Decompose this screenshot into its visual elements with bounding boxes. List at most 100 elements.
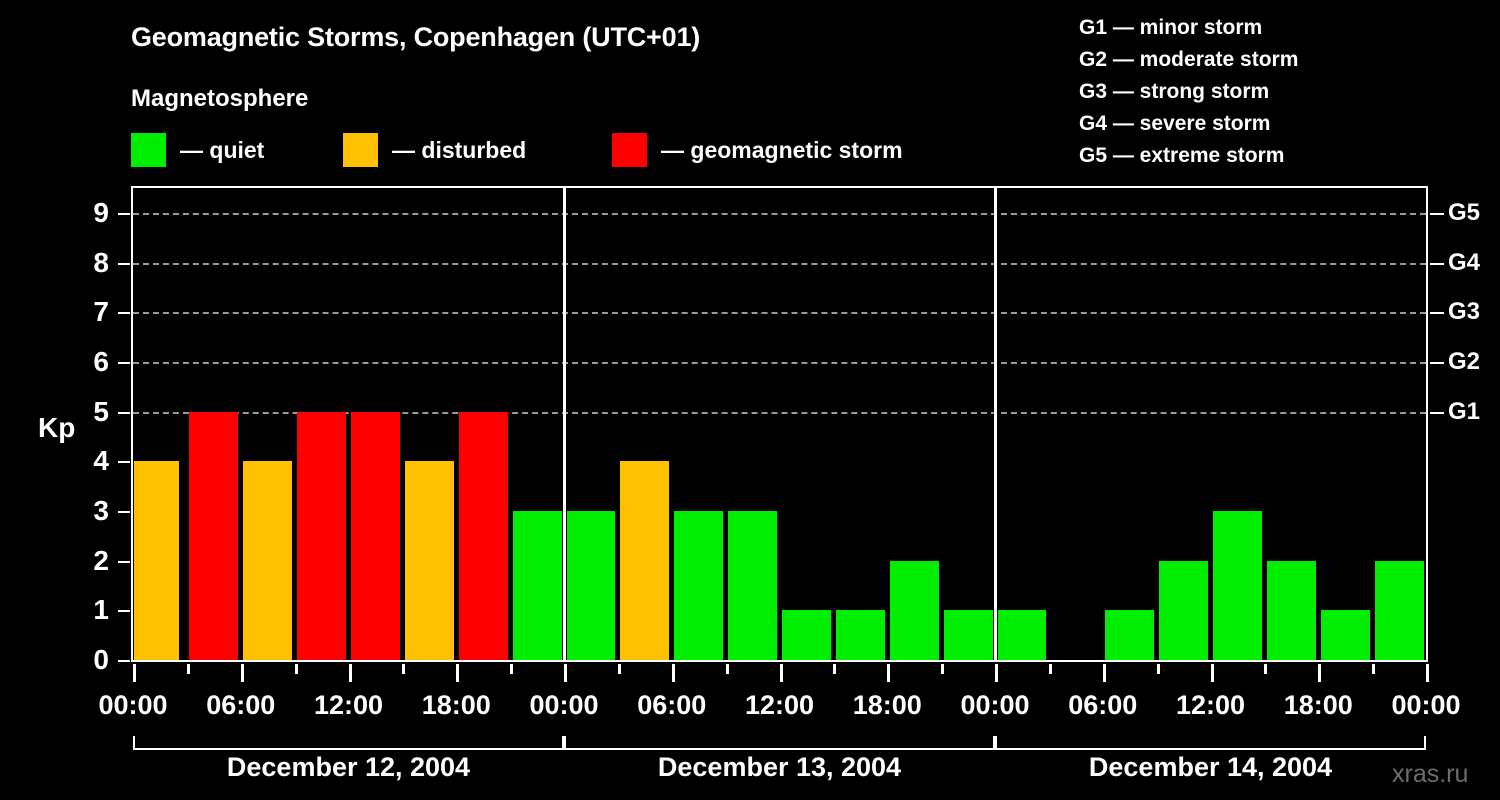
- x-tick-mark-11: [1318, 664, 1322, 682]
- y-tick-label-1: 1: [93, 594, 109, 626]
- x-tick-mark-2: [348, 664, 352, 682]
- x-tick-label-5: 06:00: [637, 690, 707, 720]
- y-tick-mark-1: [118, 610, 130, 613]
- right-tick-mark-G3: [1430, 312, 1444, 315]
- x-tick-mark-1: [240, 664, 244, 682]
- x-tick-mark-8: [995, 664, 998, 682]
- legend-swatch-geomagnetic-storm: [612, 133, 647, 167]
- right-tick-label-G5: G5: [1448, 198, 1481, 226]
- bar-kp-20: [1213, 510, 1262, 660]
- gscale-row-1: G1 — minor storm: [1079, 16, 1263, 39]
- y-tick-mark-8: [118, 262, 130, 265]
- bar-kp-8: [566, 510, 616, 660]
- legend-swatch-quiet: [131, 133, 166, 167]
- day-label-1: December 12, 2004: [226, 752, 471, 782]
- right-tick-mark-G1: [1430, 411, 1444, 414]
- x-tick-label-7: 18:00: [852, 690, 922, 720]
- bar-kp-3: [297, 411, 346, 660]
- right-tick-label-G2: G2: [1448, 347, 1481, 375]
- x-tick-mark-3: [456, 664, 460, 682]
- x-tick-minor-1: [186, 664, 190, 674]
- bar-kp-11: [728, 510, 777, 660]
- y-tick-label-7: 7: [93, 296, 109, 328]
- legend-entry-quiet: — quiet: [131, 132, 264, 168]
- right-tick-label-G3: G3: [1448, 298, 1481, 326]
- watermark: xras.ru: [1392, 760, 1469, 788]
- x-tick-mark-9: [1102, 664, 1106, 682]
- day-separator-2: [993, 188, 997, 660]
- legend-label-geomagnetic-storm: — geomagnetic storm: [661, 136, 903, 163]
- y-tick-mark-5: [118, 411, 130, 414]
- legend-entry-geomagnetic-storm: — geomagnetic storm: [612, 132, 903, 168]
- plot-frame: [131, 186, 1428, 662]
- x-tick-label-11: 18:00: [1283, 690, 1353, 720]
- x-tick-label-6: 12:00: [744, 690, 815, 720]
- legend-label-quiet: — quiet: [180, 136, 265, 163]
- y-tick-label-2: 2: [93, 544, 109, 576]
- gridline-kp-5: [133, 411, 1426, 414]
- day-bracket-3: [995, 736, 1426, 750]
- y-tick-label-8: 8: [93, 246, 109, 278]
- right-tick-label-G4: G4: [1448, 248, 1481, 276]
- x-tick-minor-9: [617, 664, 621, 674]
- bar-kp-21: [1266, 560, 1316, 660]
- x-tick-label-4: 00:00: [529, 690, 599, 720]
- day-label-3: December 14, 2004: [1088, 752, 1333, 782]
- gridline-kp-6: [133, 361, 1426, 364]
- x-tick-minor-15: [941, 664, 945, 674]
- bar-kp-23: [1374, 560, 1424, 660]
- bar-kp-7: [512, 510, 562, 660]
- legend-heading: Magnetosphere: [131, 85, 309, 112]
- x-tick-minor-17: [1048, 664, 1052, 674]
- bar-kp-10: [674, 510, 724, 660]
- gridline-kp-9: [133, 212, 1426, 215]
- page-title: Geomagnetic Storms, Copenhagen (UTC+01): [131, 22, 701, 52]
- x-tick-minor-13: [833, 664, 837, 674]
- x-tick-mark-4: [564, 664, 567, 682]
- bar-kp-2: [243, 461, 293, 660]
- bar-kp-15: [943, 610, 993, 660]
- y-tick-mark-2: [118, 560, 130, 563]
- x-tick-label-9: 06:00: [1068, 690, 1138, 720]
- right-tick-mark-G2: [1430, 361, 1444, 364]
- day-label-2: December 13, 2004: [657, 752, 902, 782]
- y-tick-mark-9: [118, 212, 130, 215]
- day-bracket-2: [564, 736, 995, 750]
- y-tick-label-9: 9: [93, 196, 109, 228]
- legend-entry-disturbed: — disturbed: [343, 132, 526, 168]
- x-tick-label-1: 06:00: [206, 690, 276, 720]
- x-tick-label-10: 12:00: [1175, 690, 1246, 720]
- day-separator-1: [562, 188, 566, 660]
- bar-kp-12: [782, 610, 831, 660]
- plot-area: [133, 188, 1426, 660]
- gridline-kp-7: [133, 312, 1426, 315]
- bar-kp-14: [889, 560, 939, 660]
- x-tick-minor-23: [1372, 664, 1376, 674]
- x-tick-minor-19: [1156, 664, 1160, 674]
- gscale-row-5: G5 — extreme storm: [1079, 144, 1285, 167]
- x-tick-label-0: 00:00: [98, 690, 168, 720]
- x-tick-minor-21: [1264, 664, 1268, 674]
- x-tick-minor-7: [510, 664, 514, 674]
- y-tick-mark-3: [118, 510, 130, 513]
- y-tick-mark-6: [118, 361, 130, 364]
- x-tick-mark-6: [779, 664, 783, 682]
- day-bracket-1: [133, 736, 564, 750]
- bar-kp-6: [458, 411, 508, 660]
- bar-kp-9: [620, 461, 670, 660]
- y-tick-label-5: 5: [93, 395, 109, 427]
- x-tick-label-2: 12:00: [313, 690, 384, 720]
- y-axis-label: Kp: [38, 412, 76, 443]
- bar-kp-13: [835, 610, 885, 660]
- bar-kp-0: [134, 461, 179, 660]
- x-tick-label-3: 18:00: [421, 690, 491, 720]
- x-tick-minor-3: [294, 664, 298, 674]
- x-tick-mark-7: [887, 664, 891, 682]
- y-tick-label-4: 4: [93, 445, 109, 477]
- gscale-legend: G1 — minor storm G2 — moderate storm G3 — …: [1079, 12, 1298, 172]
- x-tick-minor-5: [402, 664, 406, 674]
- x-tick-label-12: 00:00: [1391, 690, 1461, 720]
- bar-kp-1: [189, 411, 239, 660]
- x-tick-label-8: 00:00: [960, 690, 1030, 720]
- right-tick-mark-G5: [1430, 212, 1444, 215]
